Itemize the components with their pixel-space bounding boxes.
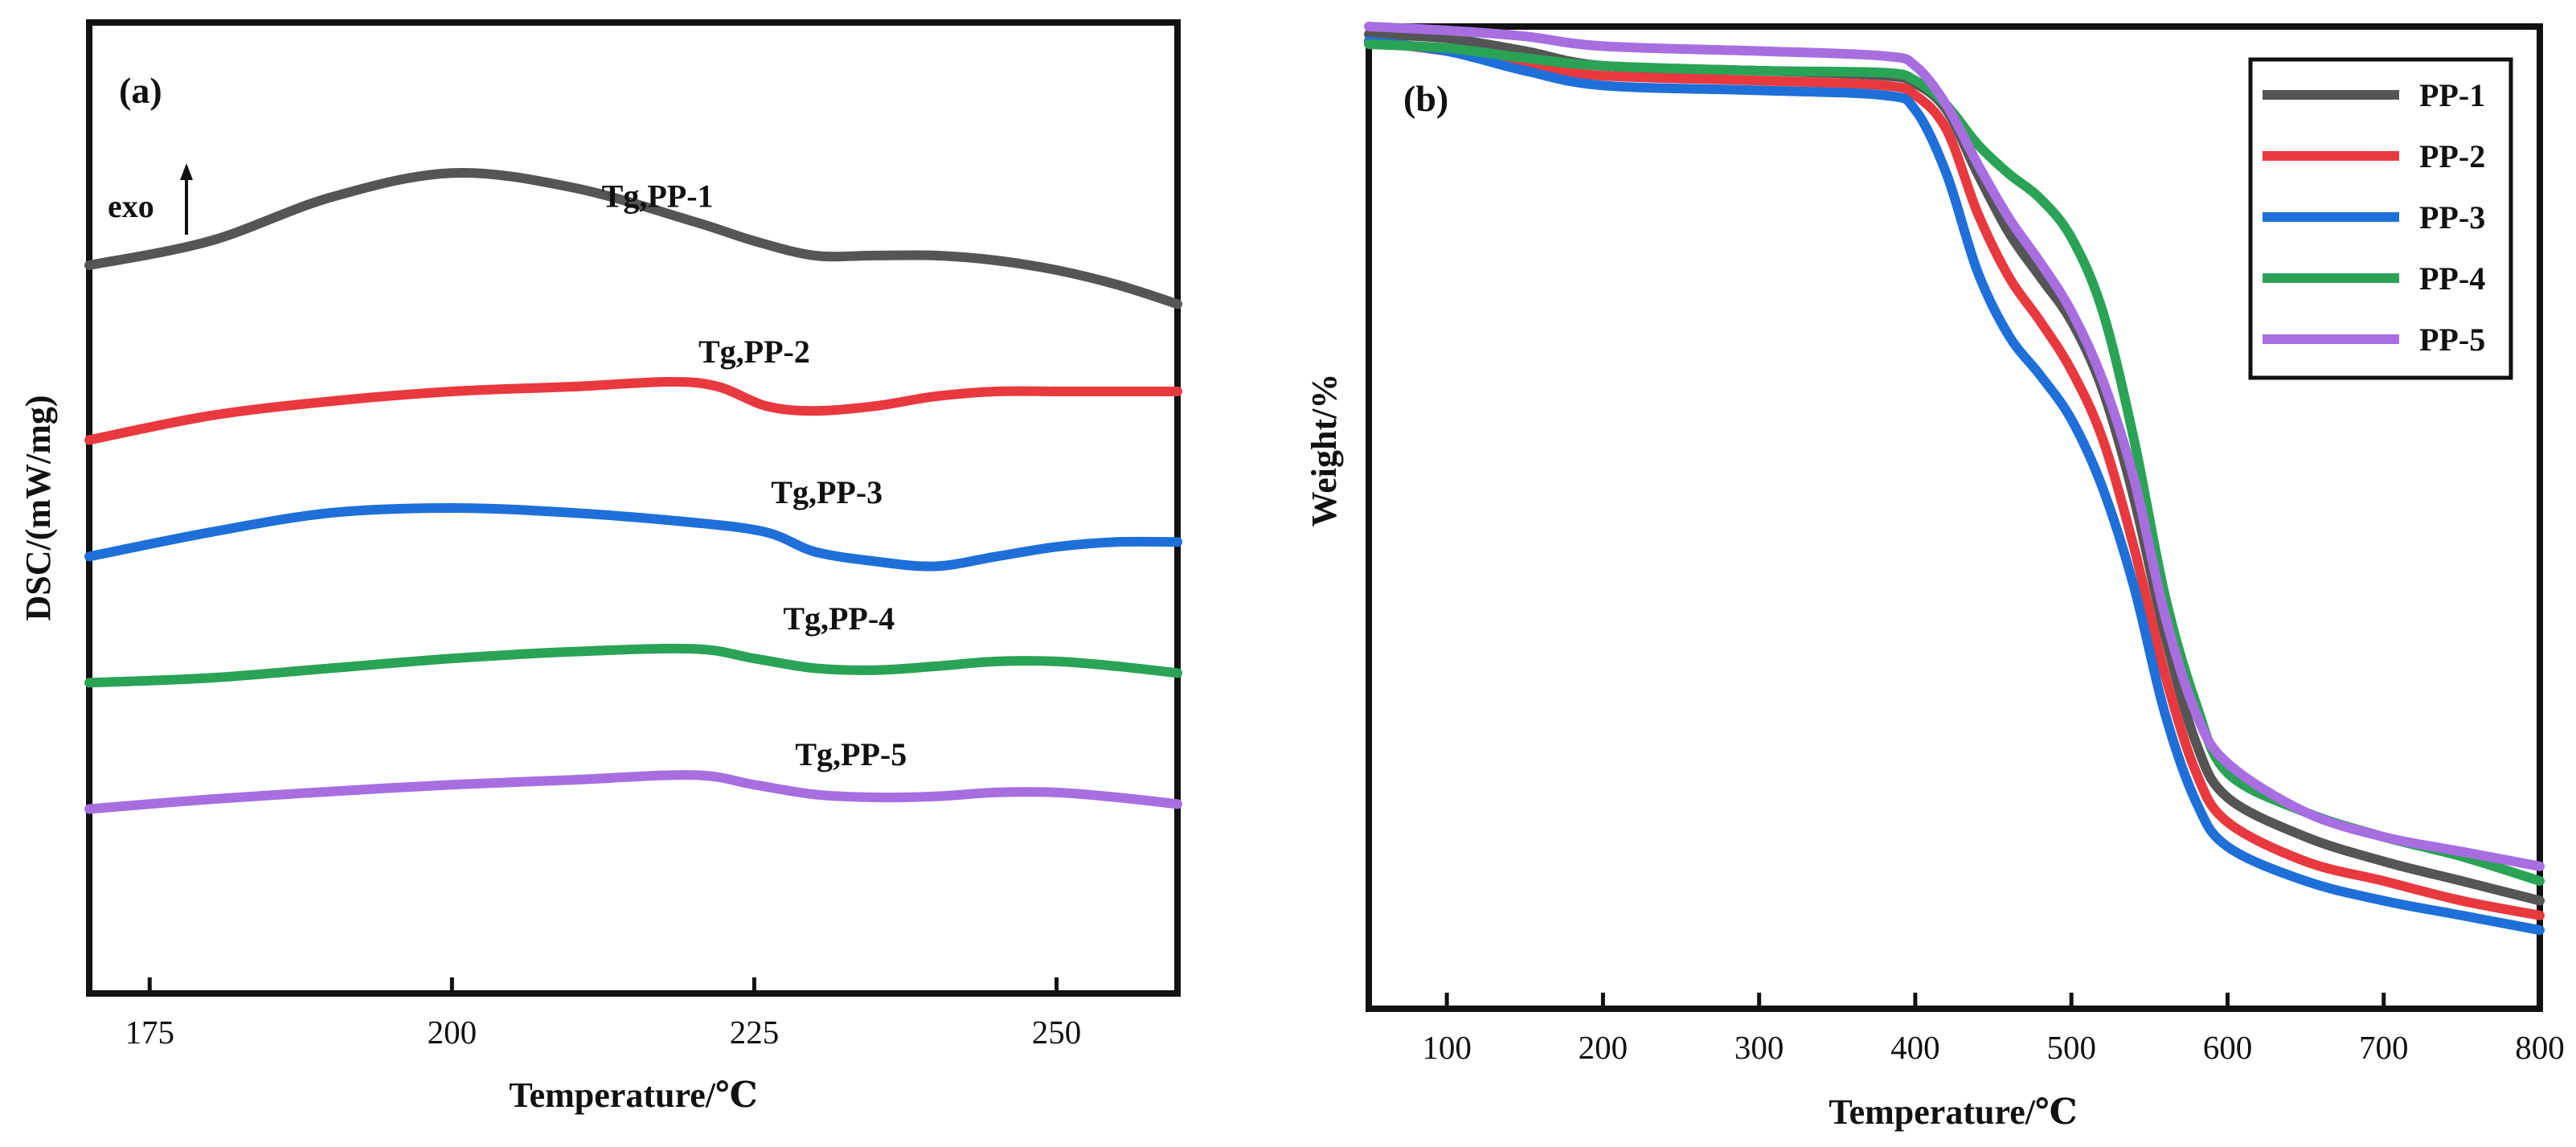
x-tick-label: 500 (2046, 1029, 2096, 1066)
legend-entries: PP-1 PP-2 PP-3 PP-4 PP-5 (2263, 77, 2485, 358)
x-tick-label: 225 (730, 1014, 780, 1051)
tg-annotation-pp-4: Tg,PP-4 (783, 600, 895, 637)
x-tick-label: 100 (1422, 1029, 1472, 1066)
exo-indicator: exo (108, 163, 193, 235)
series-line-pp-5 (1364, 22, 2545, 871)
panel-a-y-axis-title: DSC/(mW/mg) (18, 395, 58, 621)
panel-a-ticks: 175 200 225 250 (125, 977, 1081, 1051)
tg-annotation-pp-2: Tg,PP-2 (698, 334, 810, 370)
x-tick-label: 800 (2515, 1029, 2565, 1066)
series-line-pp-5 (84, 770, 1182, 814)
panel-b: 100 200 300 400 500 600 700 800 (b) PP-1PP-2PP-… (1304, 22, 2565, 1132)
x-tick-label: 200 (428, 1014, 477, 1051)
series-line-pp-3 (1364, 36, 2545, 936)
series-line-pp-2 (1364, 36, 2545, 920)
panel-a-x-axis-title: Temperature/℃ (509, 1075, 757, 1115)
series-line-pp-2 (84, 377, 1182, 445)
legend-label-pp-4: PP-4 (2419, 260, 2485, 297)
panel-a-plot-frame (86, 19, 1181, 997)
panel-b-label: (b) (1403, 78, 1448, 119)
panel-a-annotations: Tg,PP-1 Tg,PP-2 Tg,PP-3 Tg,PP-4 Tg,PP-5 (602, 178, 907, 773)
legend-label-pp-1: PP-1 (2419, 77, 2485, 113)
panel-a-curves (84, 167, 1182, 814)
tg-annotation-pp-5: Tg,PP-5 (795, 736, 907, 772)
legend-label-pp-5: PP-5 (2419, 322, 2485, 358)
x-tick-label: 300 (1734, 1029, 1784, 1066)
tg-annotation-pp-3: Tg,PP-3 (771, 474, 883, 510)
x-tick-label: 600 (2203, 1029, 2253, 1066)
panel-b-curves (1364, 22, 2545, 936)
panel-b-ticks: 100 200 300 400 500 600 700 800 (1422, 993, 2565, 1066)
exo-arrowhead-icon (180, 163, 193, 180)
tg-annotation-pp-1: Tg,PP-1 (602, 178, 714, 215)
x-tick-label: 200 (1579, 1029, 1628, 1066)
series-line-pp-3 (84, 503, 1182, 571)
series-line-pp-4 (84, 643, 1182, 688)
panel-b-y-axis-title: Weight/% (1304, 374, 1344, 527)
x-tick-label: 700 (2359, 1029, 2409, 1066)
x-tick-label: 175 (125, 1014, 174, 1051)
panel-b-x-axis-title: Temperature/℃ (1829, 1092, 2077, 1132)
legend: PP-1 PP-2 PP-3 PP-4 PP-5 (2248, 57, 2513, 380)
x-tick-label: 400 (1890, 1029, 1940, 1066)
panel-a-label: (a) (119, 70, 162, 111)
panel-a: 175 200 225 250 Tg,PP-1Tg,PP-2Tg,PP-3Tg,PP-… (18, 19, 1182, 1115)
x-tick-label: 250 (1032, 1014, 1082, 1051)
series-line-pp-1 (84, 167, 1182, 309)
legend-label-pp-2: PP-2 (2419, 138, 2485, 174)
exo-label: exo (108, 188, 154, 224)
legend-label-pp-3: PP-3 (2419, 199, 2485, 236)
panel-b-plot-frame (1366, 23, 2543, 1012)
